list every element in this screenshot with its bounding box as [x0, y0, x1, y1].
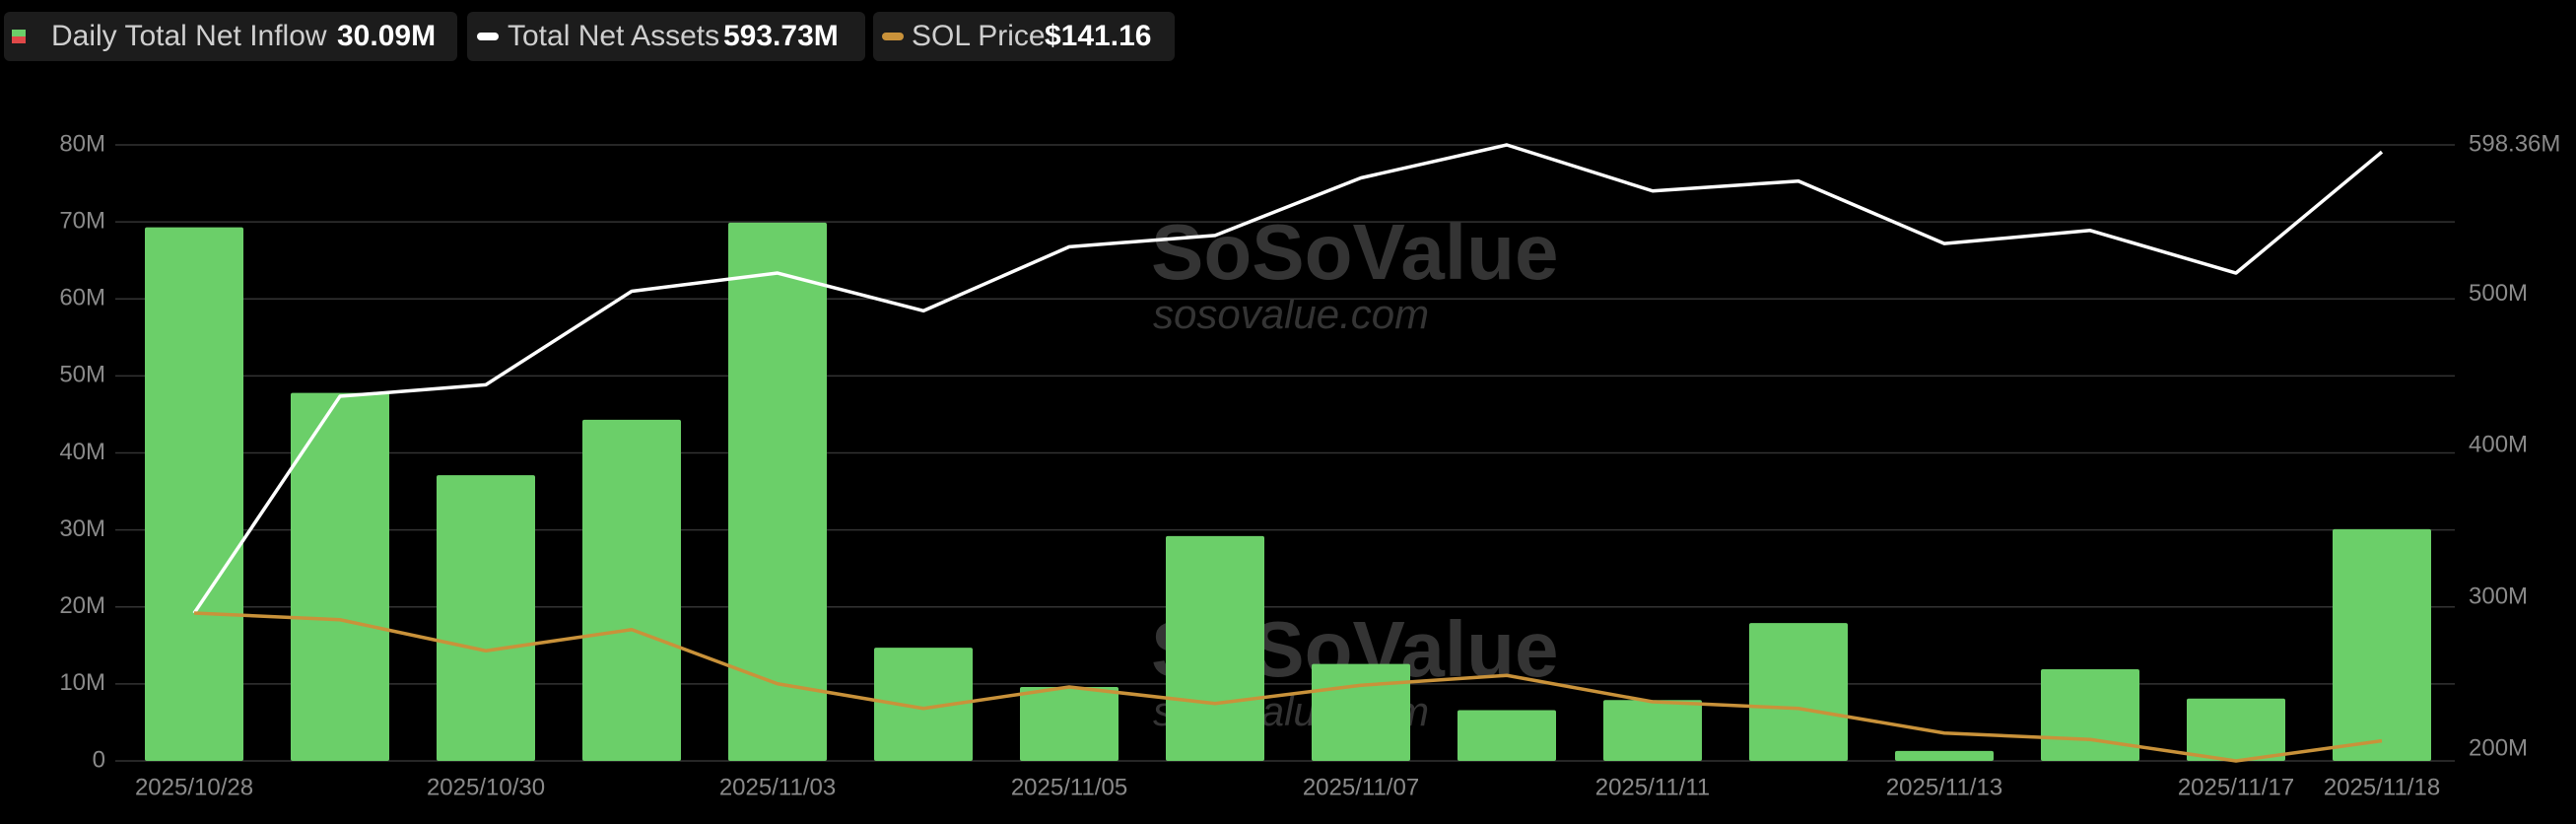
legend-label: Total Net Assets [508, 20, 719, 52]
x-tick-label: 2025/11/07 [1303, 774, 1419, 800]
line [193, 611, 2383, 763]
legend-item[interactable] [873, 12, 1175, 61]
bar [1457, 710, 1556, 761]
bar [145, 227, 243, 761]
y-tick-label: 20M [59, 592, 105, 619]
legend-item[interactable] [4, 12, 457, 61]
watermark-url: sosovalue.com [1153, 291, 1429, 337]
y2-tick-label: 300M [2469, 584, 2528, 610]
bar [2333, 528, 2431, 761]
legend-label: Daily Total Net Inflow [51, 20, 327, 52]
bar [1603, 700, 1702, 761]
x-tick-label: 2025/11/18 [2324, 774, 2440, 800]
bar [728, 222, 827, 761]
watermark-name: SoSoValue [1151, 208, 1558, 296]
legend-icon [12, 36, 26, 43]
y-tick-label: 60M [59, 285, 105, 311]
bar [2187, 698, 2285, 761]
y-tick-label: 80M [59, 130, 105, 157]
x-tick-label: 2025/11/17 [2178, 774, 2294, 800]
y2-tick-label: 200M [2469, 735, 2528, 762]
x-tick-label: 2025/11/03 [719, 774, 836, 800]
legend-label: SOL Price [912, 20, 1046, 52]
legend: Daily Total Net Inflow 30.09M Total Net … [4, 12, 1175, 61]
x-tick-label: 2025/10/30 [427, 774, 545, 800]
y-tick-label: 0 [93, 746, 105, 773]
bar [582, 419, 681, 761]
y-tick-label: 70M [59, 207, 105, 234]
legend-icon [477, 33, 499, 40]
x-tick-label: 2025/11/13 [1886, 774, 2002, 800]
legend-icon [12, 30, 26, 36]
y-tick-label: 50M [59, 362, 105, 388]
bar [437, 475, 535, 761]
bar [874, 648, 973, 761]
bar [1895, 750, 1994, 761]
line [192, 143, 2384, 615]
x-tick-label: 2025/11/05 [1011, 774, 1127, 800]
bar [291, 392, 389, 761]
bar [1312, 663, 1410, 761]
y2-tick-label: 400M [2469, 432, 2528, 458]
bar [1749, 623, 1848, 761]
x-tick-label: 2025/11/11 [1595, 774, 1711, 800]
y-tick-label: 10M [59, 669, 105, 696]
legend-value: 30.09M [337, 20, 436, 52]
legend-icon [882, 33, 904, 40]
bar [2041, 669, 2139, 761]
x-tick-label: 2025/10/28 [135, 774, 253, 800]
bar [1020, 687, 1119, 761]
y2-tick-label: 500M [2469, 280, 2528, 307]
y-tick-label: 40M [59, 439, 105, 465]
legend-value: $141.16 [1045, 20, 1151, 52]
bar [1166, 535, 1264, 761]
y2-tick-label: 598.36M [2469, 130, 2560, 157]
legend-item[interactable] [467, 12, 865, 61]
legend-value: 593.73M [723, 20, 839, 52]
y-tick-label: 30M [59, 515, 105, 542]
